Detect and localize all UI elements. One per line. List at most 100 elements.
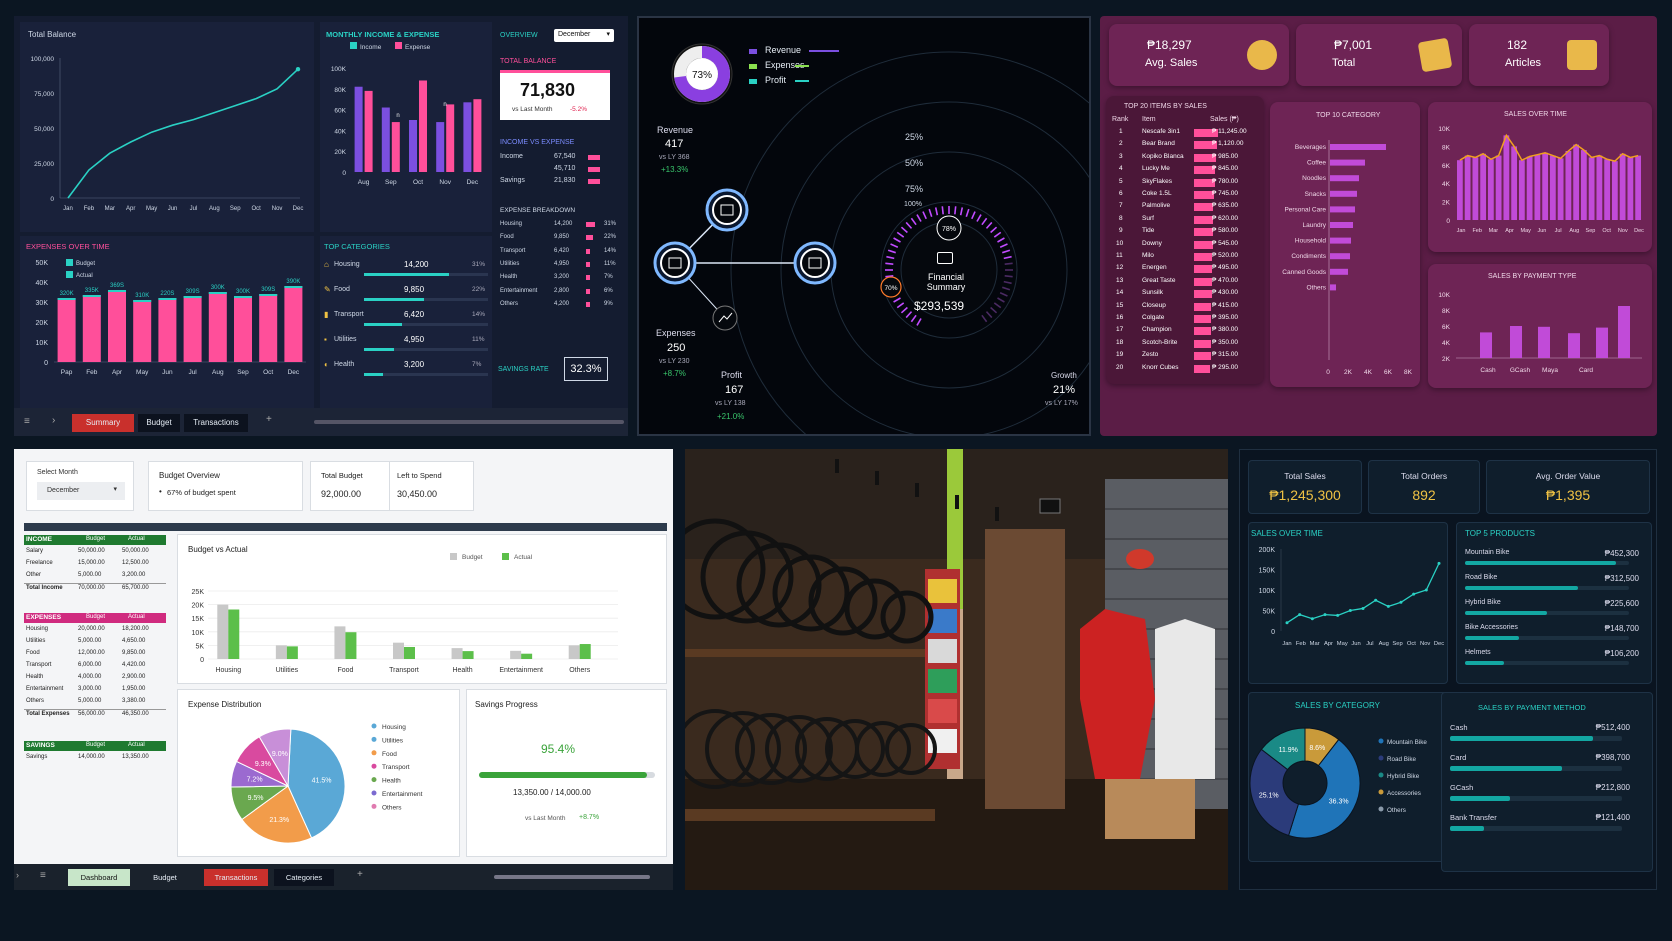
top-categories-card: TOP CATEGORIES ⌂ Housing 14,200 31% ✎ Food 9,8…	[320, 236, 492, 408]
bar-data-label: 390K	[286, 279, 300, 285]
row-sales: ₱ 430.00	[1212, 289, 1239, 297]
legend-budget-swatch	[66, 259, 73, 266]
select-month-label: Select Month	[37, 469, 78, 476]
tab-budget[interactable]: Budget	[134, 869, 196, 886]
sheet-tabs-bar: › ≡ Dashboard Budget Transactions Catego…	[14, 864, 673, 890]
growth-vs: vs LY 17%	[1045, 400, 1078, 407]
ive-row-value: 67,540	[554, 153, 576, 160]
database-node-icon-glyph	[808, 257, 822, 269]
y-tick-label: 40K	[36, 280, 49, 287]
x-tick-label: Transport	[389, 667, 419, 674]
pay-title: SALES BY PAYMENT TYPE	[1488, 273, 1577, 280]
bar-data-label: 309S	[186, 289, 200, 295]
sales-bar	[1588, 157, 1595, 220]
y-tick-label: 200K	[1259, 547, 1276, 554]
legend-budget-label: Budget	[76, 261, 95, 267]
gauge-tick	[900, 306, 908, 314]
row-item: Colgate	[1142, 314, 1165, 321]
y-tick-label: 4K	[1442, 181, 1451, 188]
track-light	[955, 495, 959, 509]
tc-row-value: 3,200	[404, 360, 425, 369]
savings-title: SAVINGS	[26, 742, 55, 749]
row-rank: 7	[1119, 202, 1123, 210]
payment-track	[1450, 826, 1622, 831]
ring-label: 75%	[905, 184, 923, 194]
row-bar	[1194, 339, 1211, 348]
select-month-dropdown[interactable]: December ▾	[37, 482, 125, 500]
orbit-ring	[730, 51, 1089, 434]
horizontal-scrollbar[interactable]	[314, 420, 624, 424]
chevron-right-icon[interactable]: ›	[16, 870, 19, 880]
tab-budget[interactable]: Budget	[138, 414, 180, 432]
bar-data-label: 220S	[160, 291, 174, 297]
bva-title: Budget vs Actual	[188, 545, 248, 554]
row-bar	[1194, 228, 1213, 237]
tab-dashboard[interactable]: Dashboard	[68, 869, 130, 886]
add-sheet-button[interactable]: +	[266, 414, 272, 425]
product-fill	[1465, 661, 1505, 665]
payment-label: GCash	[1450, 783, 1474, 792]
eb-row-label: Food	[500, 234, 514, 241]
menu-icon[interactable]: ≡	[40, 870, 46, 881]
row-rank: 9	[1119, 227, 1123, 235]
savings-rate-value: 32.3%	[570, 363, 602, 375]
eb-row-label: Others	[500, 300, 519, 307]
row-sales: ₱ 780.00	[1212, 177, 1239, 185]
category-label: Noodles	[1302, 175, 1327, 182]
orbit-ring	[780, 101, 1089, 434]
payment-track	[1450, 796, 1622, 801]
bike-rack-lower	[685, 809, 935, 821]
expense-bar	[473, 99, 482, 172]
eb-row: Housing 14,200 31%	[500, 221, 620, 233]
row-item: Sunsilk	[1142, 289, 1163, 297]
horizontal-scrollbar[interactable]	[494, 875, 650, 879]
row-bar	[1194, 315, 1212, 323]
sales-bar	[1534, 154, 1541, 220]
row-item: Scotch-Brite	[1142, 338, 1178, 346]
bar-data-label: 310K	[135, 293, 149, 299]
bullet-icon: •	[159, 487, 162, 496]
sp-values: 13,350.00 / 14,000.00	[513, 788, 591, 797]
gauge-tick	[916, 318, 922, 326]
donut-pct-label: 73%	[692, 70, 712, 81]
growth-label: Growth	[1051, 371, 1077, 380]
x-tick-label: Mar	[1489, 228, 1499, 234]
bar-node-icon-glyph	[668, 257, 682, 269]
budget-bar	[334, 626, 346, 659]
tab-summary[interactable]: Summary	[72, 414, 134, 432]
row-item: SkyFlakes	[1142, 177, 1172, 185]
row-actual: 65,700.00	[122, 585, 149, 591]
chevron-right-icon[interactable]: ›	[52, 415, 56, 426]
legend-dot	[371, 750, 377, 756]
payment-bar	[1568, 333, 1580, 358]
tc-row-value: 14,200	[404, 260, 429, 269]
legend-dot	[1378, 772, 1384, 778]
bike-wheel	[880, 590, 934, 644]
tab-transactions[interactable]: Transactions	[204, 869, 268, 886]
row-label: Total Expenses	[26, 711, 70, 717]
top20-card: TOP 20 ITEMS BY SALES Rank Item Sales (₱) 1…	[1106, 96, 1264, 384]
sales-bar	[1557, 158, 1564, 220]
kpi-card: Avg. Order Value ₱1,395	[1486, 460, 1650, 514]
gauge-tick	[910, 314, 917, 323]
header-strip	[24, 523, 667, 531]
month-select[interactable]: December ▾	[554, 29, 614, 42]
legend-line	[809, 50, 839, 52]
tc-row-pct: 22%	[472, 286, 486, 293]
expense-bar	[391, 122, 400, 172]
menu-icon[interactable]: ≡	[24, 416, 30, 427]
table-row: Transport 6,000.00 4,420.00	[24, 661, 166, 673]
legend-budget-label: Budget	[462, 554, 483, 561]
tab-transactions[interactable]: Transactions	[184, 414, 248, 432]
row-item: Surf	[1142, 214, 1154, 222]
wallet-icon	[937, 252, 953, 264]
table-row: Total Expenses 56,000.00 46,350.00	[24, 709, 166, 721]
row-actual: 50,000.00	[122, 548, 149, 554]
row-actual: 46,350.00	[122, 711, 149, 717]
add-sheet-button[interactable]: +	[357, 869, 363, 880]
tab-categories[interactable]: Categories	[274, 869, 334, 886]
legend-label: Accessories	[1387, 790, 1421, 797]
legend-dot	[1378, 738, 1384, 744]
tp-rows: Mountain Bike ₱452,300 Road Bike ₱312,500 Hy…	[1465, 549, 1645, 679]
category-donut-chart: 8.6% 36.3% 25.1% 11.9% Mountain Bike Road Bik…	[1249, 727, 1427, 839]
